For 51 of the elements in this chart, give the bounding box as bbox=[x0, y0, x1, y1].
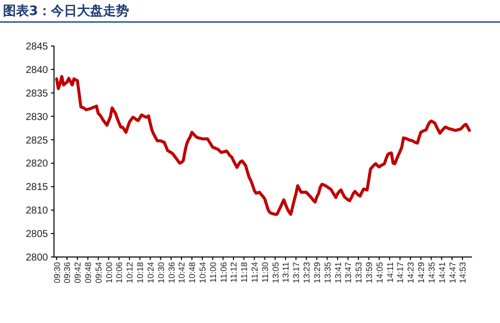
x-tick-label: 11:06 bbox=[218, 262, 228, 283]
x-tick-label: 09:42 bbox=[72, 262, 83, 284]
x-tick-label: 10:18 bbox=[135, 262, 146, 284]
y-tick-label: 2815 bbox=[26, 182, 48, 194]
x-tick-label: 10:30 bbox=[156, 262, 166, 284]
x-tick-label: 13:17 bbox=[291, 262, 302, 284]
x-tick-label: 13:47 bbox=[343, 262, 354, 284]
y-tick-label: 2845 bbox=[26, 42, 48, 52]
x-tick-label: 11:30 bbox=[260, 262, 270, 283]
x-tick-label: 11:24 bbox=[250, 262, 260, 283]
x-tick-label: 13:11 bbox=[280, 262, 291, 283]
y-tick-label: 2840 bbox=[26, 64, 48, 76]
y-tick-label: 2820 bbox=[26, 158, 48, 170]
x-tick-label: 14:17 bbox=[395, 262, 406, 284]
x-tick-label: 14:35 bbox=[426, 262, 436, 284]
x-tick-label: 09:48 bbox=[83, 262, 94, 284]
x-tick-label: 14:05 bbox=[374, 262, 384, 284]
y-tick-label: 2805 bbox=[26, 229, 48, 240]
x-tick-label: 13:53 bbox=[354, 262, 364, 284]
x-tick-label: 10:06 bbox=[114, 262, 124, 284]
x-tick-label: 14:53 bbox=[458, 262, 468, 284]
y-tick-label: 2800 bbox=[26, 252, 48, 264]
x-tick-label: 10:36 bbox=[166, 262, 176, 284]
y-tick-label: 2810 bbox=[26, 206, 48, 217]
x-tick-label: 09:54 bbox=[93, 262, 104, 284]
x-tick-label: 14:11 bbox=[384, 262, 395, 283]
title: 图表3：今日大盘走势 bbox=[3, 4, 130, 19]
x-tick-label: 09:36 bbox=[62, 262, 72, 284]
y-tick-label: 2825 bbox=[26, 135, 48, 146]
x-tick-label: 14:41 bbox=[436, 262, 447, 284]
x-tick-label: 09:30 bbox=[52, 262, 62, 284]
x-tick-label: 11:00 bbox=[208, 262, 218, 283]
x-tick-label: 10:24 bbox=[145, 262, 156, 284]
x-tick-label: 13:23 bbox=[302, 262, 312, 284]
x-tick-label: 14:29 bbox=[416, 262, 426, 284]
x-tick-label: 14:47 bbox=[447, 262, 458, 284]
x-tick-label: 13:35 bbox=[322, 262, 332, 284]
x-tick-label: 10:54 bbox=[197, 262, 208, 284]
x-tick-label: 10:00 bbox=[104, 262, 114, 284]
x-tick-label: 13:05 bbox=[270, 262, 280, 284]
y-tick-label: 2830 bbox=[26, 112, 48, 123]
x-tick-label: 10:48 bbox=[187, 262, 198, 284]
x-tick-label: 11:12 bbox=[228, 262, 239, 283]
x-tick-label: 10:42 bbox=[176, 262, 187, 284]
x-tick-label: 13:29 bbox=[312, 262, 322, 284]
x-tick-label: 11:18 bbox=[239, 262, 250, 283]
x-tick-label: 13:41 bbox=[332, 262, 343, 284]
x-tick-label: 14:23 bbox=[406, 262, 416, 284]
y-tick-label: 2835 bbox=[26, 88, 48, 100]
x-tick-label: 13:59 bbox=[364, 262, 374, 284]
x-tick-label: 10:12 bbox=[124, 262, 135, 284]
